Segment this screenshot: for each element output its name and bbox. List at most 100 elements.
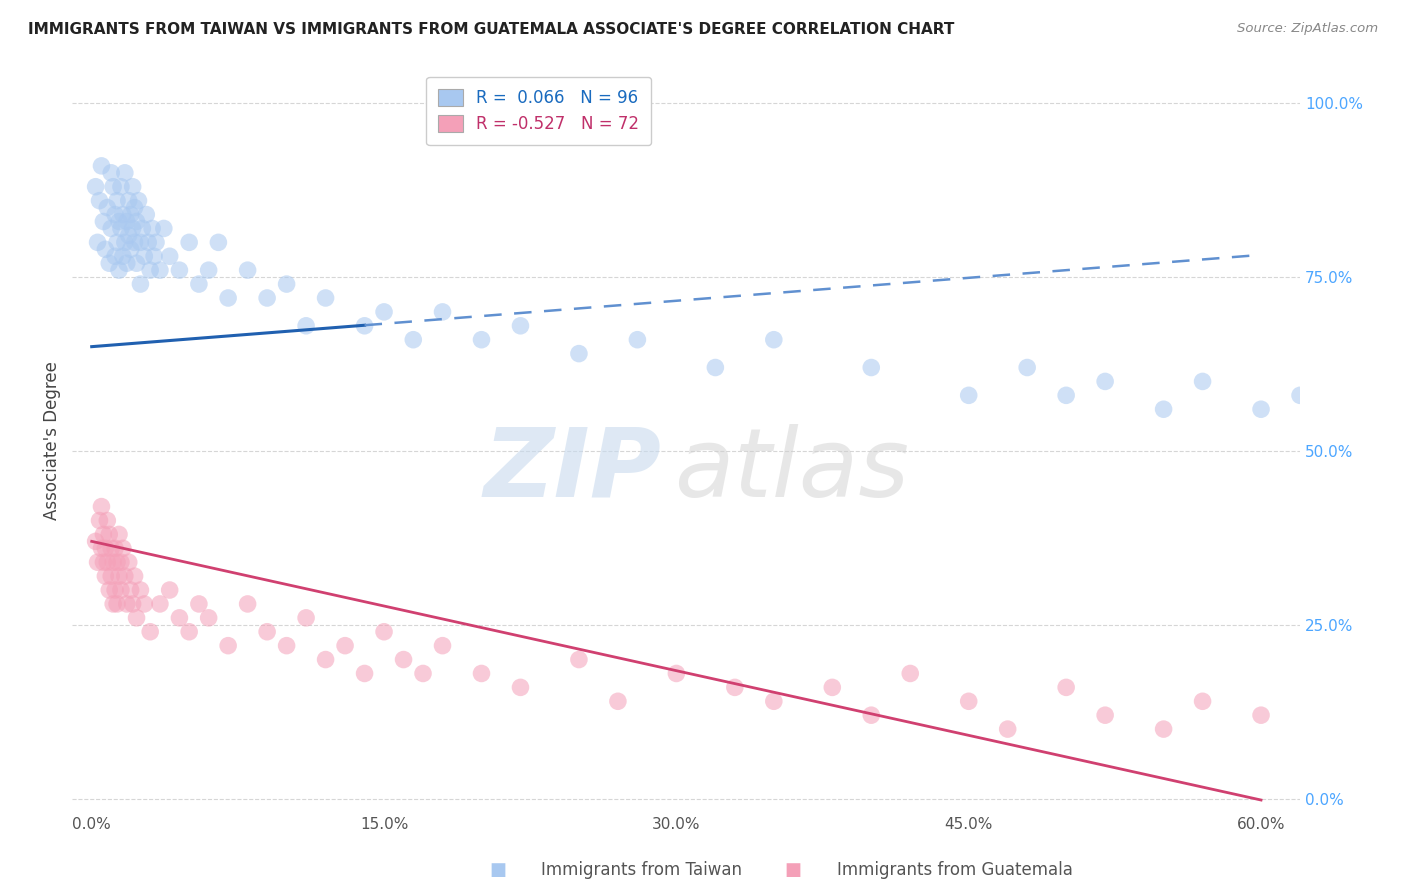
Point — [256, 624, 278, 639]
Point — [93, 214, 115, 228]
Point — [96, 555, 118, 569]
Point — [1017, 360, 1039, 375]
Point — [187, 597, 209, 611]
Point — [86, 235, 108, 250]
Text: ■: ■ — [489, 861, 506, 879]
Point — [104, 208, 127, 222]
Point — [101, 597, 124, 611]
Point — [101, 179, 124, 194]
Point — [108, 527, 131, 541]
Point — [98, 527, 121, 541]
Point — [136, 235, 159, 250]
Point — [124, 569, 146, 583]
Point — [108, 214, 131, 228]
Point — [606, 694, 628, 708]
Point — [104, 541, 127, 556]
Point — [187, 277, 209, 291]
Text: ■: ■ — [785, 861, 801, 879]
Point — [1054, 388, 1077, 402]
Point — [105, 555, 128, 569]
Point — [98, 582, 121, 597]
Point — [114, 235, 136, 250]
Point — [315, 291, 337, 305]
Point — [145, 235, 167, 250]
Point — [762, 694, 785, 708]
Point — [568, 652, 591, 666]
Point — [111, 249, 134, 263]
Point — [860, 708, 883, 723]
Text: Immigrants from Taiwan: Immigrants from Taiwan — [541, 861, 742, 879]
Point — [114, 166, 136, 180]
Point — [111, 208, 134, 222]
Point — [197, 611, 219, 625]
Point — [1191, 375, 1213, 389]
Point — [94, 242, 117, 256]
Point — [89, 514, 111, 528]
Point — [236, 597, 259, 611]
Point — [115, 214, 138, 228]
Point — [135, 208, 157, 222]
Point — [665, 666, 688, 681]
Point — [153, 221, 176, 235]
Text: ZIP: ZIP — [484, 424, 662, 516]
Point — [120, 242, 142, 256]
Point — [115, 256, 138, 270]
Point — [125, 611, 148, 625]
Point — [470, 666, 492, 681]
Point — [90, 159, 112, 173]
Point — [84, 179, 107, 194]
Point — [118, 555, 141, 569]
Point — [110, 555, 132, 569]
Point — [118, 194, 141, 208]
Point — [276, 277, 298, 291]
Point — [108, 569, 131, 583]
Point — [129, 277, 152, 291]
Point — [568, 346, 591, 360]
Point — [207, 235, 229, 250]
Legend: R =  0.066   N = 96, R = -0.527   N = 72: R = 0.066 N = 96, R = -0.527 N = 72 — [426, 77, 651, 145]
Point — [159, 249, 181, 263]
Point — [179, 235, 201, 250]
Point — [124, 235, 146, 250]
Point — [110, 179, 132, 194]
Point — [105, 194, 128, 208]
Point — [96, 514, 118, 528]
Point — [412, 666, 434, 681]
Point — [118, 228, 141, 243]
Point — [110, 221, 132, 235]
Point — [86, 555, 108, 569]
Point — [217, 639, 239, 653]
Text: Source: ZipAtlas.com: Source: ZipAtlas.com — [1237, 22, 1378, 36]
Point — [84, 534, 107, 549]
Point — [1250, 708, 1272, 723]
Point — [101, 555, 124, 569]
Point — [93, 527, 115, 541]
Point — [115, 597, 138, 611]
Point — [373, 624, 395, 639]
Point — [124, 201, 146, 215]
Point — [169, 611, 191, 625]
Point — [256, 291, 278, 305]
Point — [131, 221, 153, 235]
Point — [100, 221, 122, 235]
Point — [134, 597, 156, 611]
Text: atlas: atlas — [673, 424, 908, 516]
Point — [333, 639, 356, 653]
Point — [128, 194, 150, 208]
Point — [129, 582, 152, 597]
Point — [1153, 722, 1175, 736]
Point — [957, 388, 980, 402]
Point — [143, 249, 166, 263]
Point — [353, 666, 375, 681]
Text: Immigrants from Guatemala: Immigrants from Guatemala — [837, 861, 1073, 879]
Point — [94, 541, 117, 556]
Point — [509, 318, 531, 333]
Point — [121, 597, 143, 611]
Point — [134, 249, 156, 263]
Point — [1250, 402, 1272, 417]
Point — [111, 541, 134, 556]
Point — [89, 194, 111, 208]
Point — [120, 582, 142, 597]
Point — [957, 694, 980, 708]
Point — [139, 263, 162, 277]
